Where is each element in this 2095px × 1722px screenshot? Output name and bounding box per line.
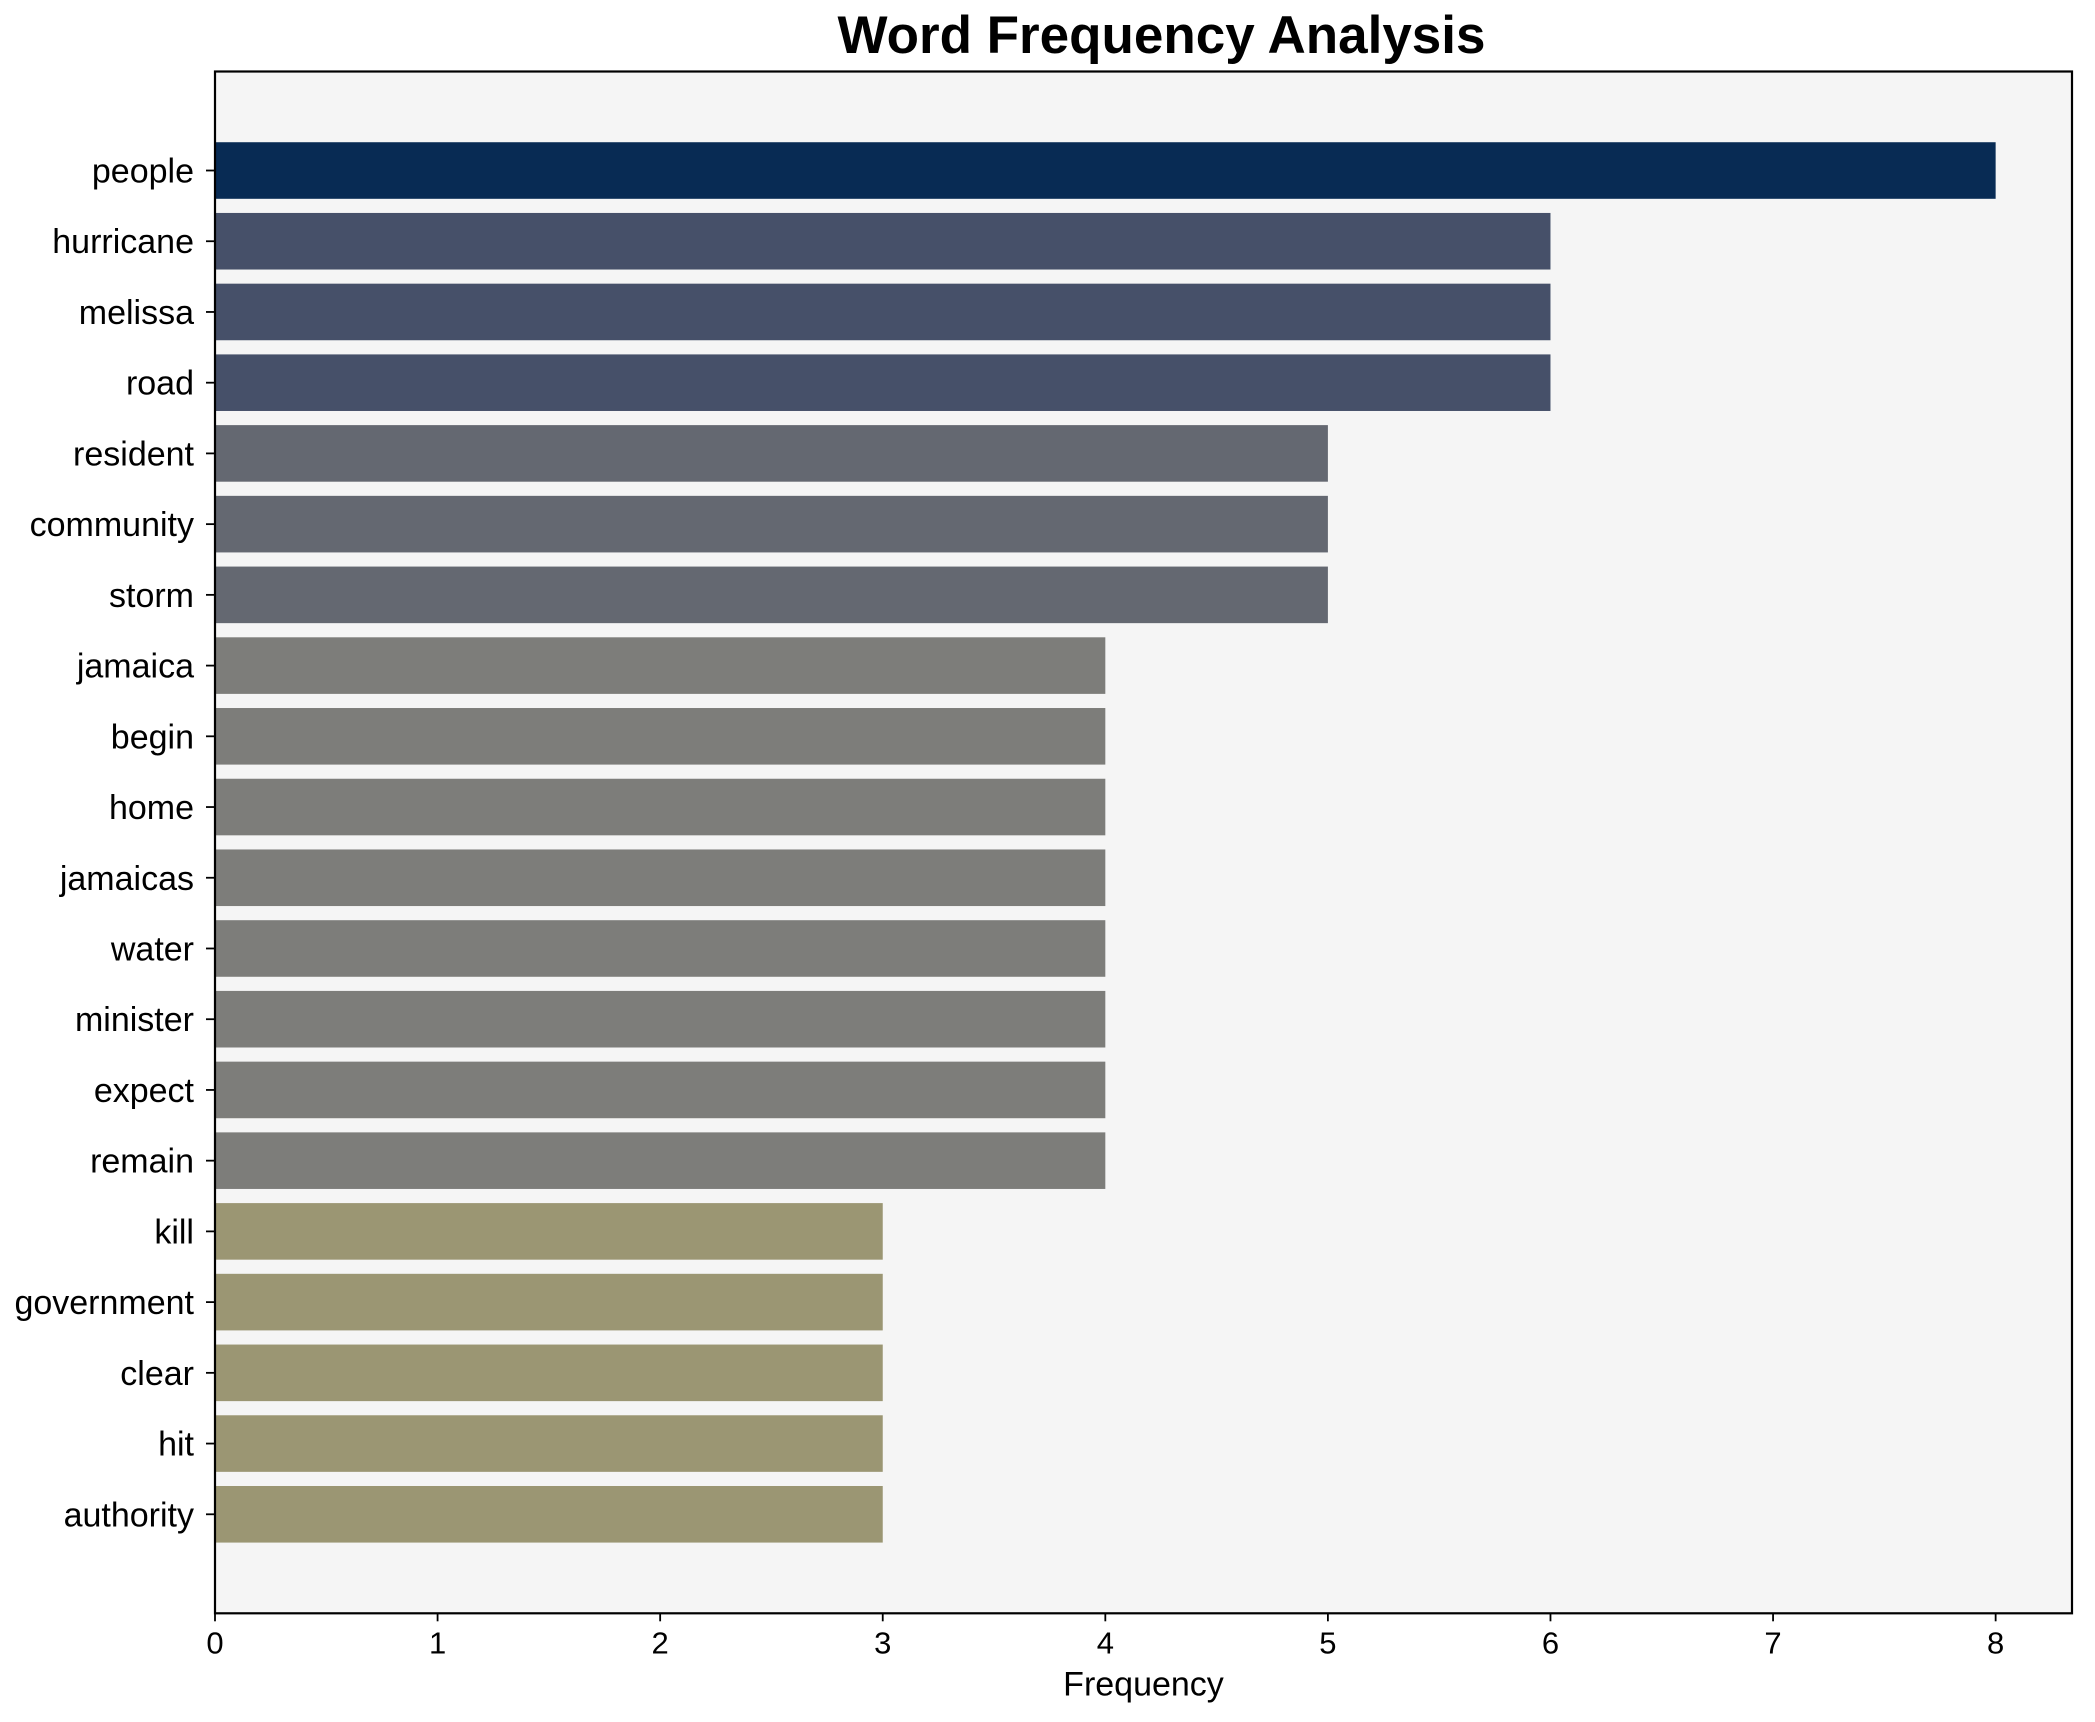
svg-text:clear: clear: [120, 1355, 194, 1393]
svg-text:0: 0: [206, 1625, 223, 1660]
svg-text:4: 4: [1097, 1625, 1114, 1660]
svg-text:hit: hit: [158, 1426, 194, 1464]
svg-text:community: community: [30, 506, 194, 544]
svg-text:7: 7: [1764, 1625, 1781, 1660]
svg-text:remain: remain: [90, 1143, 194, 1181]
svg-text:1: 1: [429, 1625, 446, 1660]
svg-text:resident: resident: [73, 435, 195, 473]
svg-text:3: 3: [874, 1625, 891, 1660]
svg-text:water: water: [110, 930, 194, 968]
svg-text:hurricane: hurricane: [52, 223, 194, 261]
svg-text:storm: storm: [109, 577, 194, 615]
svg-text:kill: kill: [154, 1213, 194, 1251]
svg-text:expect: expect: [94, 1072, 195, 1110]
svg-text:jamaica: jamaica: [76, 648, 194, 686]
svg-text:government: government: [14, 1284, 194, 1322]
svg-text:people: people: [92, 153, 194, 191]
svg-text:jamaicas: jamaicas: [59, 860, 194, 898]
svg-text:Frequency: Frequency: [1063, 1665, 1224, 1703]
svg-text:5: 5: [1319, 1625, 1336, 1660]
svg-text:minister: minister: [75, 1001, 194, 1039]
svg-text:authority: authority: [64, 1496, 194, 1534]
svg-text:8: 8: [1987, 1625, 2004, 1660]
svg-text:road: road: [126, 365, 194, 403]
svg-text:6: 6: [1542, 1625, 1559, 1660]
svg-text:begin: begin: [111, 718, 194, 756]
svg-text:melissa: melissa: [79, 294, 194, 332]
svg-text:home: home: [109, 789, 194, 827]
svg-text:Word Frequency Analysis: Word Frequency Analysis: [838, 6, 1486, 65]
svg-text:2: 2: [652, 1625, 669, 1660]
